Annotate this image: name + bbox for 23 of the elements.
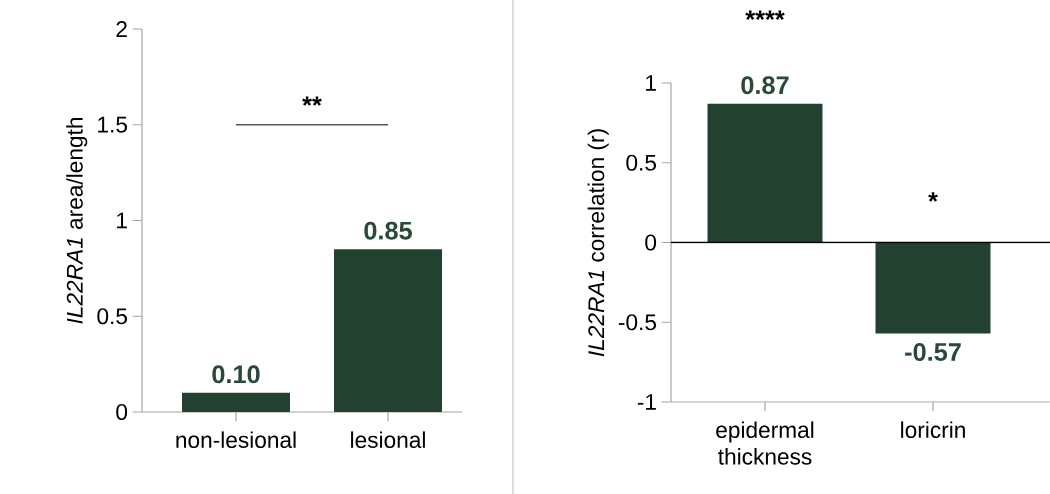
data-label: -0.57 <box>905 343 961 361</box>
y-tick-label: 0 <box>645 234 657 251</box>
y-tick-label: 0.5 <box>97 308 127 325</box>
text: **** <box>745 10 785 20</box>
y-tick-label: 0.5 <box>626 154 656 171</box>
y-axis-title: IL22RA1 area/length <box>66 118 88 324</box>
y-axis-title: IL22RA1 correlation (r) <box>587 129 609 357</box>
y-tick-label: 1.5 <box>98 116 127 133</box>
annotation: ** <box>302 96 322 106</box>
x-tick-label: epidermal thickness <box>716 421 814 465</box>
y-tick-label: -0.5 <box>618 314 656 331</box>
data-label: 0.10 <box>212 365 260 384</box>
data-label: 0.87 <box>741 76 789 95</box>
x-tick-label: loricrin <box>901 421 965 439</box>
y-tick-label: 0 <box>116 403 128 421</box>
y-tick-label: 2 <box>116 21 127 37</box>
data-label: 0.85 <box>364 221 412 240</box>
annotation: * <box>928 192 938 202</box>
x-tick-label: non-lesional <box>176 431 296 449</box>
y-tick-label: 1 <box>117 212 127 229</box>
y-tick-label: 1 <box>646 75 656 91</box>
x-tick-label: lesional <box>351 431 425 449</box>
y-tick-label: -1 <box>637 394 656 410</box>
